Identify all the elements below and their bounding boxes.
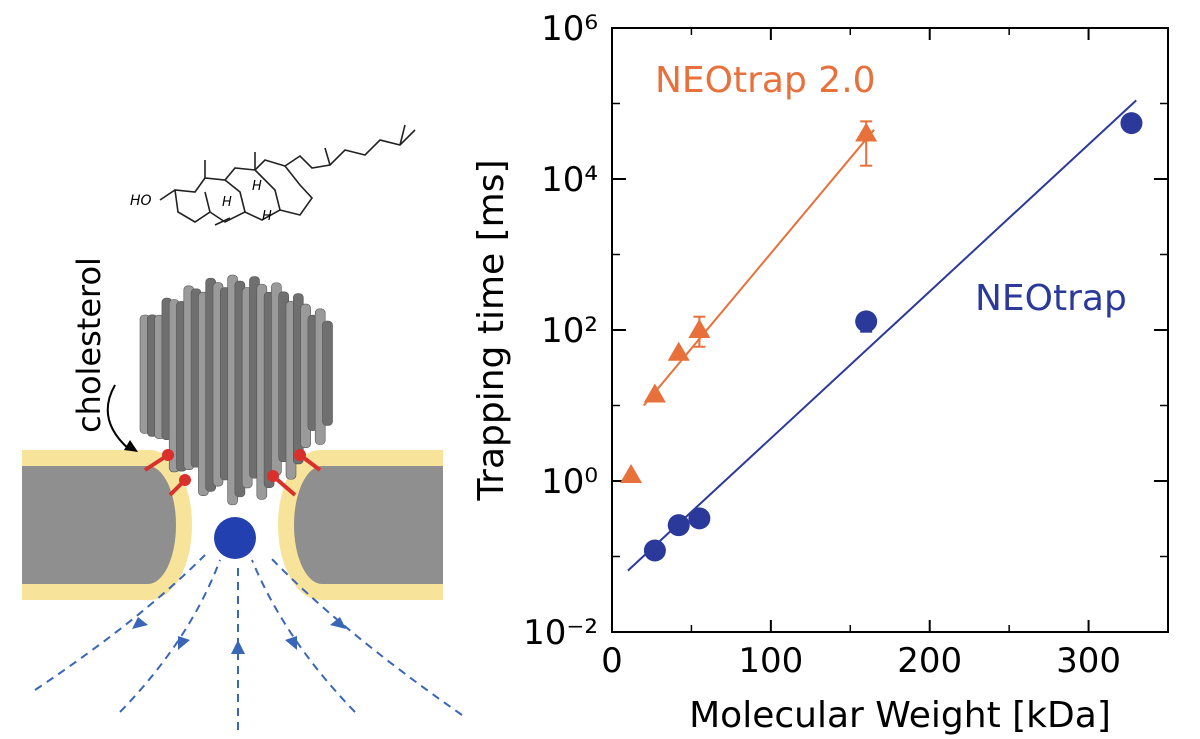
cylinder: [322, 320, 333, 426]
y-tick-label: 10⁻²: [523, 613, 598, 653]
pointer-head: [124, 440, 138, 452]
x-axis-label: Molecular Weight [kDa]: [689, 695, 1111, 736]
data-point: [1120, 112, 1143, 135]
fit-line: [627, 99, 1137, 572]
illustration: HO H H H cholesterol: [22, 124, 463, 730]
data-point: [667, 514, 690, 537]
series-label: NEOtrap: [975, 278, 1127, 319]
data-point: [620, 464, 643, 484]
molecule-label: H: [262, 209, 272, 224]
y-tick-label: 10⁰: [541, 462, 598, 502]
data-point: [667, 341, 690, 361]
cholesterol-label: cholesterol: [70, 257, 108, 433]
cholesterol-molecule: [159, 124, 416, 226]
y-tick-label: 10⁴: [541, 160, 598, 200]
series-label: NEOtrap 2.0: [655, 60, 876, 101]
fit-line: [643, 129, 875, 407]
y-axis-label: Trapping time [ms]: [471, 159, 512, 501]
protein: [214, 517, 256, 559]
molecule-label: HO: [130, 193, 152, 209]
data-point: [688, 319, 711, 338]
data-point: [643, 383, 666, 403]
y-tick-label: 10⁶: [541, 9, 598, 49]
molecule-label: H: [222, 195, 232, 210]
x-tick-label: 0: [601, 641, 623, 681]
membrane-core: [22, 466, 176, 584]
x-tick-label: 100: [738, 641, 803, 681]
membrane-core: [294, 466, 443, 584]
y-tick-label: 10²: [541, 311, 598, 351]
origami-barrel: [139, 274, 333, 506]
x-tick-label: 200: [897, 641, 962, 681]
data-point: [643, 539, 666, 562]
x-tick-label: 300: [1056, 641, 1121, 681]
pointer: [106, 384, 131, 451]
data-point: [855, 310, 878, 333]
data-point: [855, 122, 878, 142]
plot: Molecular Weight [kDa] Trapping time [ms…: [471, 9, 1169, 736]
data-point: [688, 507, 711, 530]
molecule-label: H: [252, 179, 262, 194]
flow-arrows: [132, 617, 346, 654]
anchor-heads: [162, 449, 306, 486]
